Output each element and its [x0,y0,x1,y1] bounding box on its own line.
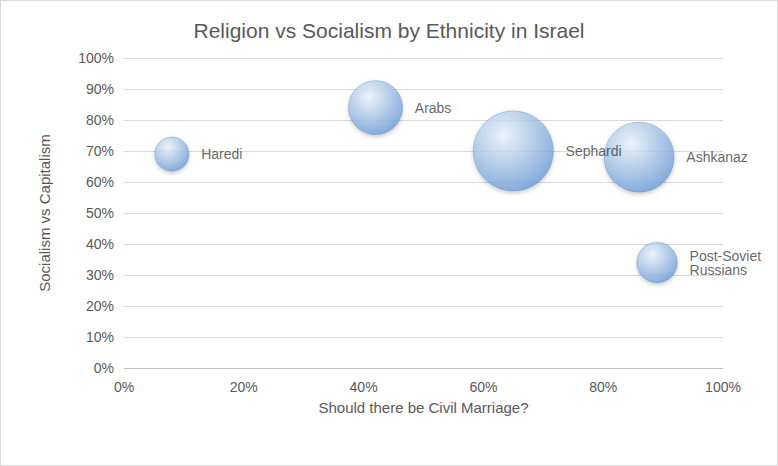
svg-text:90%: 90% [86,81,114,97]
svg-text:40%: 40% [350,379,378,395]
svg-text:Arabs: Arabs [415,100,452,116]
svg-text:20%: 20% [86,298,114,314]
svg-text:100%: 100% [705,379,741,395]
svg-text:Religion vs Socialism by Ethni: Religion vs Socialism by Ethnicity in Is… [194,19,585,42]
svg-text:10%: 10% [86,329,114,345]
svg-text:Should there be Civil Marriage: Should there be Civil Marriage? [318,399,528,416]
svg-text:0%: 0% [94,360,114,376]
svg-text:60%: 60% [469,379,497,395]
svg-text:80%: 80% [589,379,617,395]
svg-text:60%: 60% [86,174,114,190]
svg-text:50%: 50% [86,205,114,221]
svg-text:30%: 30% [86,267,114,283]
svg-text:Russians: Russians [690,262,748,278]
svg-text:Sephardi: Sephardi [566,143,622,159]
svg-text:80%: 80% [86,112,114,128]
svg-text:0%: 0% [114,379,134,395]
svg-text:Socialism vs Capitalism: Socialism vs Capitalism [36,134,53,292]
svg-text:Haredi: Haredi [201,146,242,162]
svg-text:100%: 100% [78,50,114,66]
svg-text:70%: 70% [86,143,114,159]
svg-text:20%: 20% [230,379,258,395]
svg-text:Post-Soviet: Post-Soviet [689,247,765,264]
svg-text:Ashkanaz: Ashkanaz [686,149,747,165]
svg-text:40%: 40% [86,236,114,252]
